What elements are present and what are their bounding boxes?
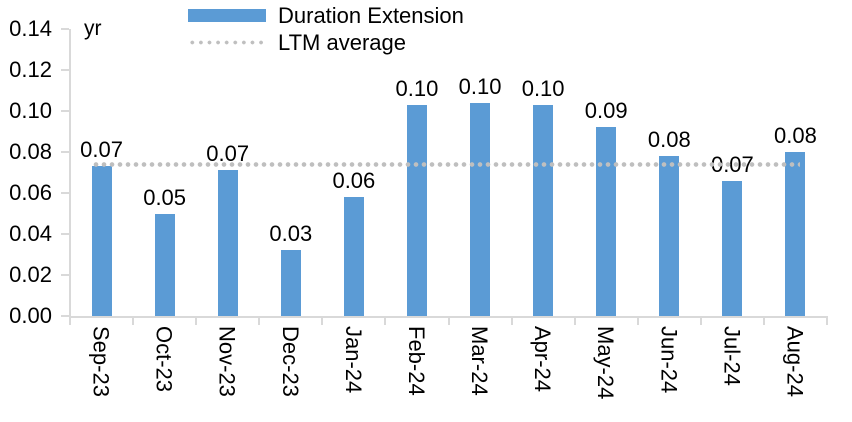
bar-feb-24: [406, 104, 427, 316]
y-axis-tick-label: 0.12: [9, 57, 52, 82]
data-label-jun-24: 0.08: [647, 127, 691, 153]
y-axis-tick: [61, 110, 69, 112]
x-axis-tick: [258, 318, 261, 325]
y-axis-tick-label: 0.00: [9, 303, 52, 328]
y-axis-tick: [61, 233, 69, 235]
x-axis-tick: [826, 318, 828, 325]
data-label-nov-23: 0.07: [206, 141, 250, 167]
y-axis-tick: [61, 192, 69, 194]
x-axis-tick: [321, 318, 324, 325]
x-axis-label-aug-24: Aug-24: [782, 326, 808, 397]
y-axis-tick-label: 0.14: [9, 16, 52, 41]
data-label-dec-23: 0.03: [269, 221, 313, 247]
x-axis-tick: [69, 318, 71, 325]
x-axis-label-apr-24: Apr-24: [530, 326, 556, 393]
bar-jan-24: [343, 197, 364, 316]
y-axis-line: [69, 29, 71, 318]
x-axis-tick: [384, 318, 387, 325]
data-label-jan-24: 0.06: [332, 168, 376, 194]
data-label-oct-23: 0.05: [143, 184, 187, 210]
legend-label-ltm-average: LTM average: [278, 29, 406, 55]
y-axis-tick: [61, 315, 69, 317]
y-axis-tick-label: 0.04: [9, 221, 52, 246]
bar-dec-23: [280, 250, 301, 316]
x-axis-tick: [510, 318, 513, 325]
bar-jun-24: [659, 156, 680, 316]
x-axis-label-may-24: May-24: [593, 326, 619, 400]
bar-sep-23: [91, 166, 112, 316]
x-axis-label-mar-24: Mar-24: [467, 326, 493, 396]
bar-jul-24: [722, 180, 743, 316]
data-label-apr-24: 0.10: [521, 75, 565, 101]
bar-oct-23: [154, 213, 175, 316]
bar-aug-24: [785, 152, 806, 316]
legend-item-ltm-average: LTM average: [188, 29, 464, 56]
bar-mar-24: [470, 102, 491, 316]
x-axis-line: [69, 316, 828, 318]
y-axis-unit-label: yr: [84, 17, 102, 40]
bar-nov-23: [217, 170, 238, 316]
legend-swatch-dotted-line-icon: [188, 40, 266, 45]
legend: Duration Extension LTM average: [188, 2, 464, 56]
x-axis-tick: [195, 318, 198, 325]
x-axis-tick: [132, 318, 135, 325]
y-axis-tick-label: 0.10: [9, 98, 52, 123]
bar-may-24: [596, 127, 617, 316]
y-axis-tick-label: 0.08: [9, 139, 52, 164]
x-axis-label-jul-24: Jul-24: [719, 326, 745, 386]
x-axis-label-dec-23: Dec-23: [277, 326, 303, 397]
y-axis-tick: [61, 69, 69, 71]
y-axis-tick: [61, 274, 69, 276]
x-axis-label-jan-24: Jan-24: [340, 326, 366, 394]
legend-item-duration-extension: Duration Extension: [188, 2, 464, 29]
data-label-aug-24: 0.08: [774, 123, 817, 148]
x-axis-tick: [762, 318, 765, 325]
y-axis-tick-label: 0.02: [9, 262, 52, 287]
x-axis-label-oct-23: Oct-23: [151, 326, 177, 393]
legend-label-duration-extension: Duration Extension: [278, 2, 464, 28]
data-label-feb-24: 0.10: [395, 75, 439, 101]
bar-apr-24: [533, 104, 554, 316]
x-axis-label-jun-24: Jun-24: [656, 326, 682, 394]
data-label-may-24: 0.09: [584, 98, 628, 124]
x-axis-tick: [699, 318, 702, 325]
x-axis-tick: [573, 318, 576, 325]
x-axis-label-sep-23: Sep-23: [88, 326, 114, 397]
data-label-sep-23: 0.07: [80, 137, 123, 163]
y-axis-tick: [61, 28, 69, 30]
ltm-average-line: [91, 162, 801, 168]
legend-swatch-bar-icon: [188, 9, 266, 22]
y-axis-tick: [61, 151, 69, 153]
x-axis-tick: [447, 318, 450, 325]
y-axis-tick-label: 0.06: [9, 180, 52, 205]
x-axis-label-nov-23: Nov-23: [214, 326, 240, 397]
x-axis-tick: [636, 318, 639, 325]
data-label-mar-24: 0.10: [458, 73, 502, 99]
x-axis-label-feb-24: Feb-24: [403, 326, 429, 396]
